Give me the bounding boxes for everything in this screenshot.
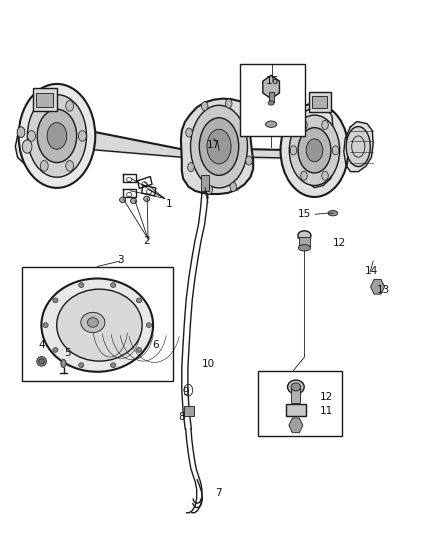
Ellipse shape — [332, 146, 339, 155]
Text: 16: 16 — [266, 76, 279, 86]
Ellipse shape — [40, 101, 48, 111]
Ellipse shape — [280, 103, 348, 197]
Ellipse shape — [186, 128, 192, 137]
Polygon shape — [344, 122, 373, 172]
Ellipse shape — [206, 185, 212, 194]
Text: 12: 12 — [333, 238, 346, 247]
Polygon shape — [293, 107, 334, 188]
Ellipse shape — [146, 322, 152, 327]
Text: 13: 13 — [377, 286, 390, 295]
Bar — [291, 388, 300, 403]
Ellipse shape — [136, 348, 141, 352]
Ellipse shape — [27, 95, 87, 177]
Ellipse shape — [17, 127, 25, 138]
Bar — [36, 93, 53, 107]
Bar — [299, 237, 310, 246]
Text: 5: 5 — [64, 348, 71, 358]
Ellipse shape — [110, 282, 116, 287]
Bar — [258, 371, 342, 436]
Ellipse shape — [79, 363, 84, 368]
Ellipse shape — [268, 101, 274, 105]
Ellipse shape — [120, 197, 126, 203]
Ellipse shape — [40, 160, 48, 171]
Ellipse shape — [226, 99, 232, 108]
Bar — [22, 266, 173, 381]
Text: 9: 9 — [183, 387, 190, 397]
Ellipse shape — [199, 118, 239, 175]
Text: 11: 11 — [320, 407, 333, 416]
Ellipse shape — [43, 322, 48, 327]
Ellipse shape — [66, 160, 74, 171]
Ellipse shape — [37, 109, 77, 163]
Ellipse shape — [290, 146, 297, 155]
Ellipse shape — [321, 120, 328, 130]
Text: 8: 8 — [178, 412, 185, 422]
Ellipse shape — [53, 298, 58, 303]
Ellipse shape — [28, 131, 35, 141]
Ellipse shape — [41, 278, 153, 372]
Ellipse shape — [61, 359, 66, 368]
Ellipse shape — [191, 106, 247, 188]
Ellipse shape — [131, 198, 137, 204]
Bar — [286, 404, 305, 416]
Text: 7: 7 — [215, 488, 222, 498]
Ellipse shape — [136, 298, 141, 303]
Bar — [268, 92, 274, 102]
Ellipse shape — [57, 289, 142, 361]
Ellipse shape — [300, 120, 307, 130]
Ellipse shape — [22, 140, 32, 154]
Ellipse shape — [298, 245, 311, 251]
Text: 6: 6 — [152, 341, 159, 350]
Ellipse shape — [298, 128, 331, 173]
Text: 2: 2 — [143, 236, 150, 246]
Ellipse shape — [78, 131, 86, 141]
Ellipse shape — [230, 182, 237, 191]
Ellipse shape — [328, 211, 338, 216]
Ellipse shape — [19, 84, 95, 188]
Bar — [184, 406, 194, 416]
Ellipse shape — [346, 126, 370, 166]
Ellipse shape — [201, 102, 208, 111]
Ellipse shape — [321, 171, 328, 180]
Bar — [201, 175, 209, 191]
Ellipse shape — [47, 123, 67, 149]
Ellipse shape — [37, 357, 46, 366]
Ellipse shape — [287, 380, 304, 394]
Text: 4: 4 — [38, 341, 45, 350]
Text: 15: 15 — [298, 209, 311, 219]
Text: 10: 10 — [201, 359, 215, 368]
Ellipse shape — [246, 156, 252, 165]
Ellipse shape — [298, 231, 311, 240]
Ellipse shape — [207, 130, 231, 164]
Text: 17: 17 — [207, 140, 220, 150]
Ellipse shape — [53, 348, 58, 352]
Ellipse shape — [289, 115, 340, 185]
Ellipse shape — [306, 139, 323, 162]
Bar — [33, 88, 57, 111]
Polygon shape — [15, 109, 88, 176]
Ellipse shape — [244, 122, 251, 131]
Ellipse shape — [66, 101, 74, 111]
Text: 3: 3 — [117, 255, 124, 264]
Text: 12: 12 — [320, 392, 333, 402]
Ellipse shape — [79, 282, 84, 287]
Bar — [309, 92, 331, 112]
Bar — [312, 96, 327, 108]
Bar — [240, 64, 305, 136]
Ellipse shape — [110, 363, 116, 368]
Ellipse shape — [187, 163, 194, 172]
Ellipse shape — [144, 196, 150, 201]
Ellipse shape — [300, 171, 307, 180]
Polygon shape — [181, 99, 253, 194]
Ellipse shape — [81, 312, 105, 333]
Text: 14: 14 — [365, 266, 378, 276]
Ellipse shape — [39, 359, 45, 364]
Text: 1: 1 — [165, 199, 172, 208]
Ellipse shape — [291, 383, 300, 391]
Ellipse shape — [265, 121, 277, 127]
Ellipse shape — [87, 318, 98, 327]
